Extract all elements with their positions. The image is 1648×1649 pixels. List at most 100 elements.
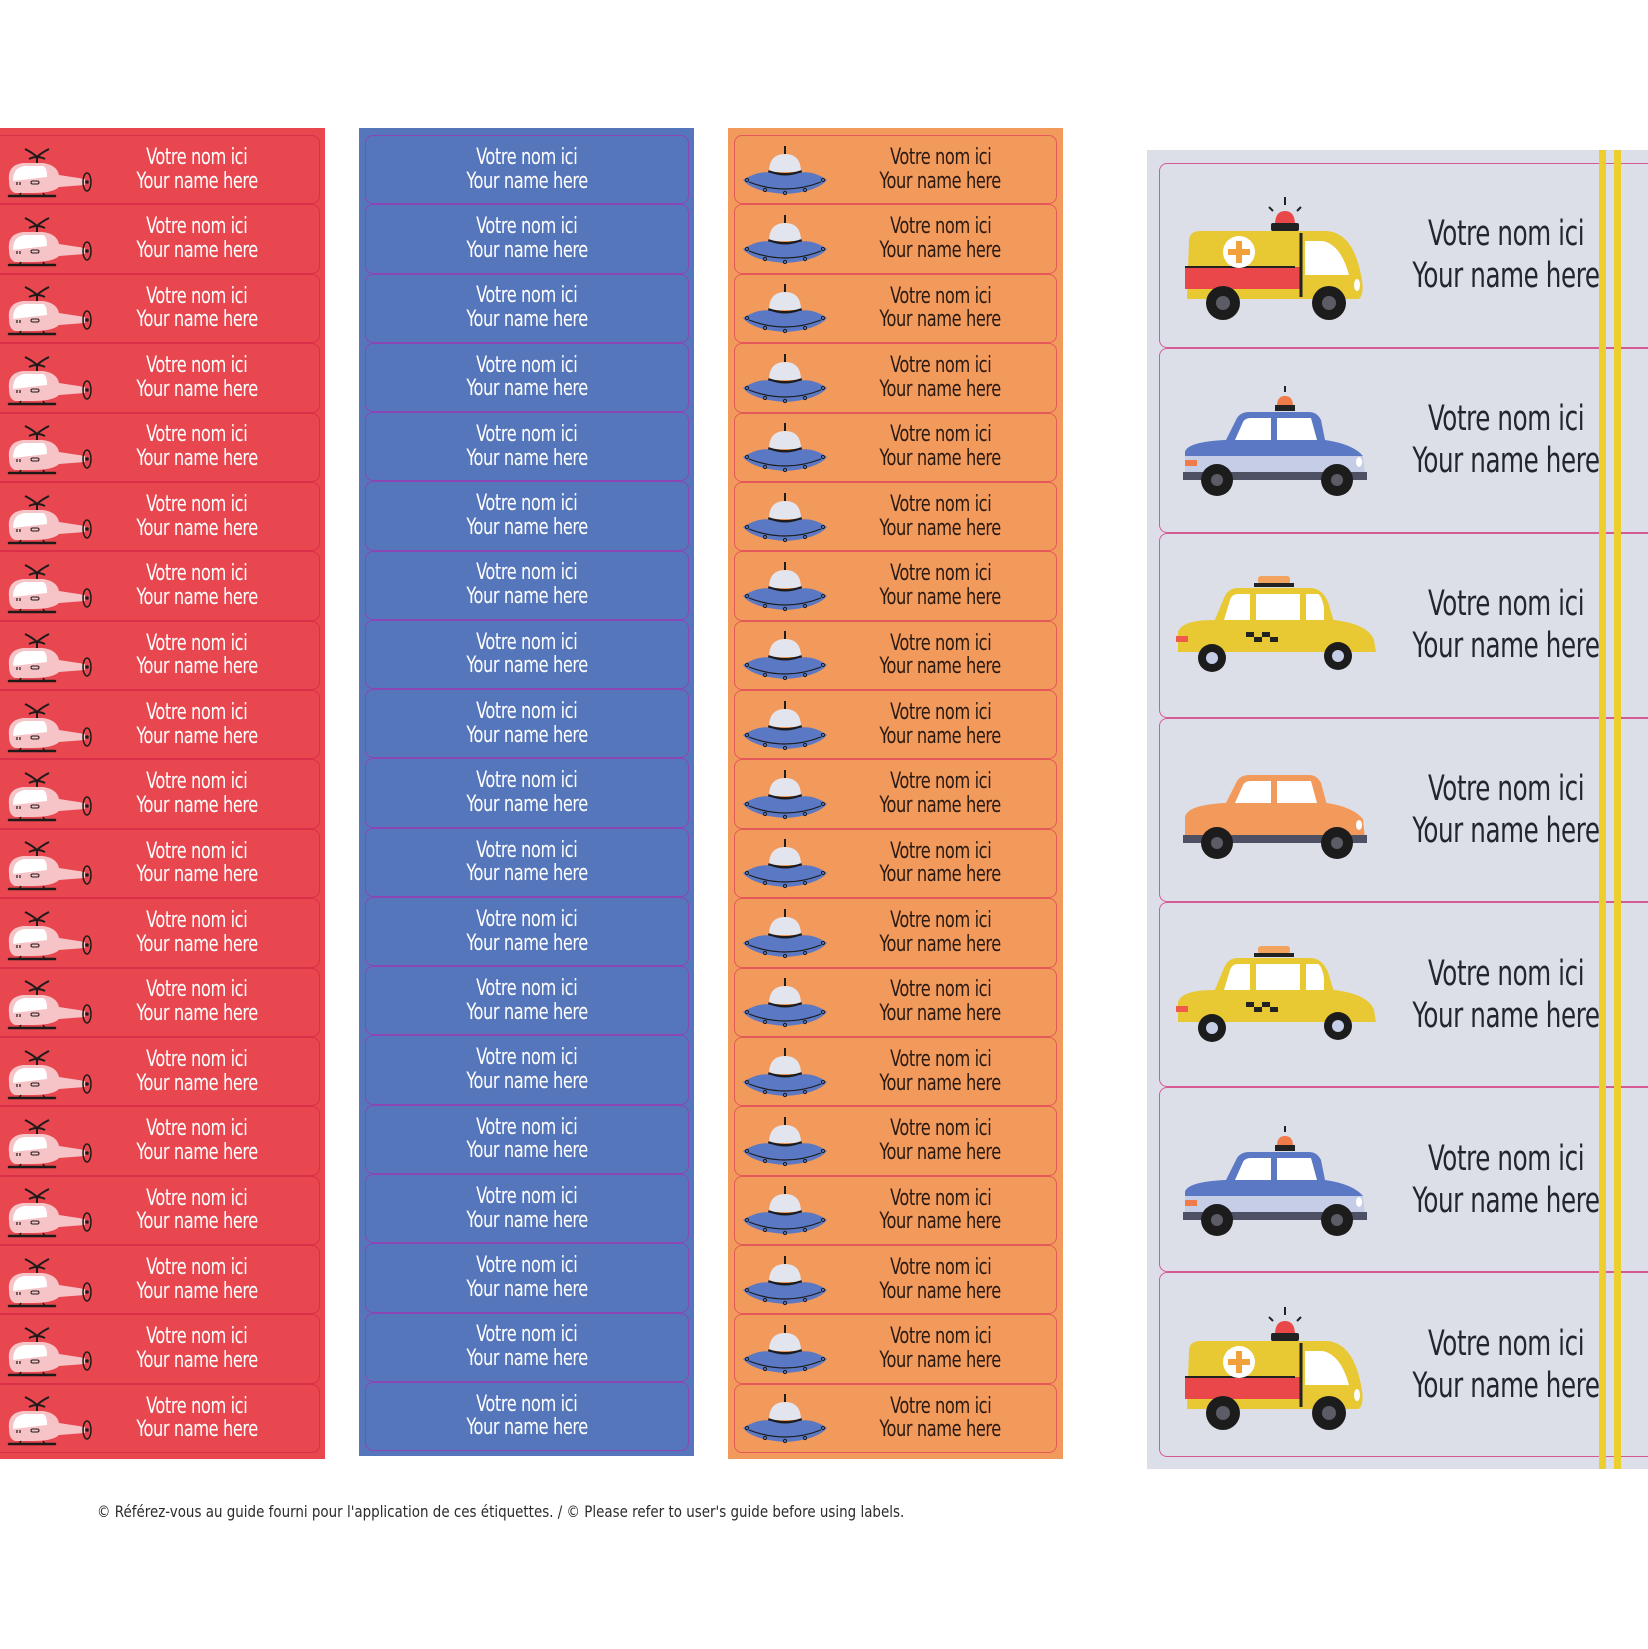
label-text: Votre nom ici Your name here xyxy=(835,146,1056,194)
label-text: Votre nom ici Your name here xyxy=(835,562,1056,610)
name-label: Votre nom ici Your name here xyxy=(365,135,689,205)
label-line-french: Votre nom ici xyxy=(1427,1138,1585,1179)
label-text: Votre nom ici Your name here xyxy=(835,493,1056,541)
label-line-english: Your name here xyxy=(466,722,588,748)
label-text: Votre nom ici Your name here xyxy=(835,909,1056,957)
name-label: Votre nom ici Your name here xyxy=(365,758,689,828)
name-label: Votre nom ici Your name here xyxy=(734,1036,1057,1107)
red-helicopter-label-sheet: Votre nom ici Your name here Votre nom ic… xyxy=(0,128,325,1459)
label-text: Votre nom ici Your name here xyxy=(95,1048,319,1096)
name-label: Votre nom ici Your name here xyxy=(365,1173,689,1244)
name-label: Votre nom ici Your name here xyxy=(734,343,1057,413)
label-text: Votre nom ici Your name here xyxy=(1386,583,1648,667)
helicopter-icon xyxy=(0,210,95,268)
name-label: Votre nom ici Your name here xyxy=(0,967,320,1037)
ufo-icon xyxy=(735,974,835,1030)
label-text: Votre nom ici Your name here xyxy=(95,215,319,263)
ufo-icon xyxy=(735,142,835,198)
label-text: Votre nom ici Your name here xyxy=(95,423,319,471)
label-line-english: Your name here xyxy=(136,584,258,610)
helicopter-icon xyxy=(0,1251,95,1309)
label-line-english: Your name here xyxy=(136,168,258,194)
label-line-french: Votre nom ici xyxy=(889,144,992,170)
name-label: Votre nom ici Your name here xyxy=(365,1035,689,1105)
helicopter-icon xyxy=(0,765,95,823)
helicopter-icon xyxy=(0,1320,95,1378)
label-text: Votre nom ici Your name here xyxy=(835,215,1056,263)
helicopter-icon xyxy=(0,626,95,684)
label-line-french: Votre nom ici xyxy=(476,837,578,863)
label-line-french: Votre nom ici xyxy=(889,491,992,517)
label-line-english: Your name here xyxy=(136,238,258,264)
label-line-english: Your name here xyxy=(136,307,258,333)
label-text: Votre nom ici Your name here xyxy=(1386,1138,1648,1222)
label-line-french: Votre nom ici xyxy=(476,1183,578,1209)
label-line-english: Your name here xyxy=(879,1139,1002,1165)
label-line-english: Your name here xyxy=(879,1070,1002,1096)
label-line-english: Your name here xyxy=(1412,811,1600,851)
label-line-english: Your name here xyxy=(466,514,588,540)
taxi-icon xyxy=(1160,940,1386,1050)
ufo-icon xyxy=(735,835,835,891)
name-label: Votre nom ici Your name here xyxy=(0,1314,320,1384)
ambulance-icon xyxy=(1160,185,1386,325)
label-line-english: Your name here xyxy=(136,446,258,472)
label-line-english: Your name here xyxy=(136,1139,258,1165)
label-line-english: Your name here xyxy=(879,238,1002,264)
taxi-icon xyxy=(1160,570,1386,680)
label-line-french: Votre nom ici xyxy=(889,353,992,379)
label-text: Votre nom ici Your name here xyxy=(366,1046,688,1094)
label-line-french: Votre nom ici xyxy=(146,1393,248,1419)
label-line-french: Votre nom ici xyxy=(476,491,578,517)
label-text: Votre nom ici Your name here xyxy=(835,1117,1056,1165)
label-line-english: Your name here xyxy=(879,1209,1002,1235)
name-label: Votre nom ici Your name here xyxy=(734,1175,1057,1245)
label-line-french: Votre nom ici xyxy=(889,283,992,309)
road-line-right xyxy=(1614,150,1621,1469)
ufo-icon xyxy=(735,1252,835,1308)
helicopter-icon xyxy=(0,1112,95,1170)
label-line-english: Your name here xyxy=(879,446,1002,472)
label-text: Votre nom ici Your name here xyxy=(366,492,688,540)
label-line-french: Votre nom ici xyxy=(476,768,578,794)
label-line-english: Your name here xyxy=(879,584,1002,610)
label-line-english: Your name here xyxy=(136,376,258,402)
label-line-french: Votre nom ici xyxy=(476,144,578,170)
helicopter-icon xyxy=(0,904,95,962)
ufo-icon xyxy=(735,766,835,822)
usage-notice: © Référez-vous au guide fourni pour l'ap… xyxy=(97,1502,905,1521)
label-line-english: Your name here xyxy=(466,168,588,194)
label-line-english: Your name here xyxy=(136,1001,258,1027)
label-line-english: Your name here xyxy=(136,1417,258,1443)
label-text: Votre nom ici Your name here xyxy=(366,353,688,402)
label-line-french: Votre nom ici xyxy=(146,1254,248,1280)
label-line-french: Votre nom ici xyxy=(1427,584,1585,625)
ufo-icon xyxy=(735,558,835,614)
label-text: Votre nom ici Your name here xyxy=(835,354,1056,402)
name-label: Votre nom ici Your name here xyxy=(365,481,689,551)
ufo-icon xyxy=(735,1113,835,1169)
label-line-english: Your name here xyxy=(466,1138,588,1164)
label-text: Votre nom ici Your name here xyxy=(95,1117,319,1165)
label-line-french: Votre nom ici xyxy=(146,1046,248,1072)
label-line-english: Your name here xyxy=(879,1417,1002,1443)
label-line-english: Your name here xyxy=(136,515,258,541)
helicopter-icon xyxy=(0,1043,95,1101)
name-label: Votre nom ici Your name here xyxy=(734,551,1057,621)
label-text: Votre nom ici Your name here xyxy=(366,215,688,263)
label-line-english: Your name here xyxy=(466,930,588,956)
name-label: Votre nom ici Your name here xyxy=(734,967,1057,1037)
label-line-english: Your name here xyxy=(136,723,258,749)
label-line-french: Votre nom ici xyxy=(476,1322,578,1348)
ufo-icon xyxy=(735,489,835,545)
road-line-left xyxy=(1599,150,1606,1469)
label-line-english: Your name here xyxy=(879,793,1002,819)
label-text: Votre nom ici Your name here xyxy=(95,631,319,680)
label-text: Votre nom ici Your name here xyxy=(95,1186,319,1235)
label-text: Votre nom ici Your name here xyxy=(95,1393,319,1443)
label-line-english: Your name here xyxy=(466,445,588,471)
label-line-english: Your name here xyxy=(466,999,588,1025)
label-line-english: Your name here xyxy=(879,376,1002,402)
name-label: Votre nom ici Your name here xyxy=(734,1245,1057,1315)
label-text: Votre nom ici Your name here xyxy=(835,839,1056,888)
